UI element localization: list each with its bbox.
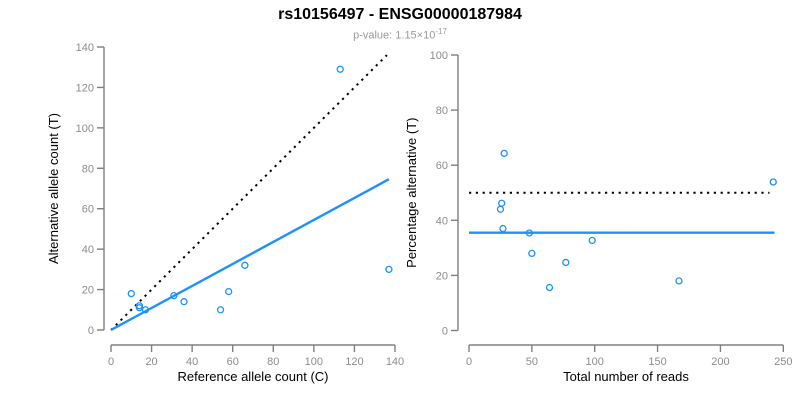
x-tick-label: 140	[386, 356, 404, 368]
pvalue-exponent: -17	[435, 27, 447, 36]
y-axis-title-left: Alternative allele count (T)	[46, 113, 61, 264]
data-point	[545, 283, 554, 292]
y-tick-label: 100	[430, 50, 448, 62]
x-tick-label: 200	[711, 356, 729, 368]
data-point	[769, 178, 777, 186]
right-scatter-panel: Total number of reads Percentage alterna…	[404, 50, 792, 384]
data-point	[385, 265, 393, 274]
y-tick-label: 60	[436, 160, 448, 172]
y-tick-label: 20	[436, 270, 448, 282]
identity-line	[110, 54, 388, 331]
pvalue-subtitle: p-value: 1.15×10-17	[0, 27, 800, 42]
x-axis-title-left: Reference allele count (C)	[177, 369, 328, 384]
data-point	[500, 149, 508, 158]
x-tick-label: 250	[774, 356, 792, 368]
x-tick-label: 50	[526, 356, 538, 368]
y-tick-label: 80	[82, 163, 94, 175]
fitted-ratio-line	[110, 178, 390, 332]
left-scatter-panel: Reference allele count (C) Alternative a…	[46, 42, 404, 384]
data-point	[170, 291, 178, 300]
data-point	[498, 199, 506, 207]
data-point	[216, 306, 225, 314]
x-tick-label: 20	[145, 356, 157, 368]
y-tick-label: 0	[88, 325, 94, 337]
data-point	[141, 306, 150, 314]
data-point	[225, 287, 233, 296]
x-tick-label: 60	[227, 356, 239, 368]
y-tick-label: 140	[76, 42, 94, 54]
y-tick-label: 100	[76, 123, 94, 135]
data-point	[499, 224, 507, 233]
data-point	[180, 298, 188, 306]
data-point	[525, 229, 533, 237]
y-tick-label: 40	[82, 244, 94, 256]
page-title: rs10156497 - ENSG00000187984	[278, 6, 522, 23]
data-point	[528, 249, 536, 258]
x-axis-title-right: Total number of reads	[563, 369, 689, 384]
y-axis-title-right: Percentage alternative (T)	[404, 118, 419, 268]
pvalue-text: p-value: 1.15×10	[353, 29, 436, 42]
data-point	[135, 304, 144, 312]
y-tick-label: 0	[442, 326, 448, 338]
x-tick-label: 100	[586, 356, 604, 368]
x-tick-label: 150	[648, 356, 666, 368]
data-point	[336, 65, 344, 73]
x-tick-label: 120	[345, 356, 363, 368]
y-tick-label: 20	[82, 285, 94, 297]
x-tick-label: 80	[267, 356, 279, 368]
x-tick-label: 100	[305, 356, 323, 368]
data-point	[562, 258, 570, 267]
x-tick-label: 40	[186, 356, 198, 368]
x-tick-label: 0	[466, 356, 472, 368]
data-point	[675, 277, 683, 285]
data-point	[241, 261, 249, 269]
y-tick-label: 80	[436, 105, 448, 117]
y-tick-label: 60	[82, 204, 94, 216]
data-point	[496, 205, 505, 213]
y-tick-label: 40	[436, 215, 448, 227]
data-point	[588, 236, 596, 245]
y-tick-label: 120	[76, 82, 94, 94]
x-tick-label: 0	[108, 356, 114, 368]
data-point	[127, 289, 135, 298]
